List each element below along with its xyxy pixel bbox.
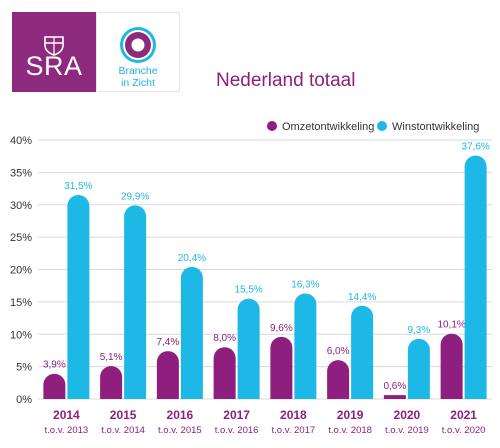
sra-logo: SRA — [12, 12, 96, 92]
omzet-data-label: 7,4% — [156, 337, 179, 348]
target-icon — [120, 27, 156, 63]
omzet-data-label: 5,1% — [100, 352, 123, 363]
winst-data-label: 37,6% — [461, 142, 489, 153]
omzet-bar — [213, 347, 236, 399]
omzet-bar — [43, 373, 66, 399]
y-tick-label: 40% — [10, 135, 32, 147]
x-tick-sublabel: t.o.v. 2015 — [158, 425, 202, 436]
omzet-data-label: 6,0% — [327, 346, 350, 357]
winst-bar — [237, 298, 260, 399]
winst-bar — [124, 205, 147, 399]
x-tick-sublabel: t.o.v. 2019 — [385, 425, 429, 436]
legend-winst-label: Winstontwikkeling — [392, 121, 479, 133]
x-tick-label: 2019 — [337, 408, 364, 422]
winst-data-label: 16,3% — [291, 279, 319, 290]
branche-text-line1: Branche — [118, 65, 158, 77]
y-tick-label: 25% — [10, 232, 32, 244]
x-tick-label: 2021 — [450, 408, 477, 422]
winst-bar — [351, 305, 374, 399]
x-tick-sublabel: t.o.v. 2018 — [328, 425, 372, 436]
winst-data-label: 9,3% — [407, 325, 430, 336]
x-tick-label: 2015 — [110, 408, 137, 422]
y-tick-label: 5% — [16, 362, 32, 374]
x-tick-sublabel: t.o.v. 2013 — [45, 425, 89, 436]
winst-bar — [67, 195, 90, 399]
y-tick-label: 20% — [10, 265, 32, 277]
winst-data-label: 14,4% — [348, 292, 376, 303]
omzet-bar — [440, 333, 463, 399]
omzet-bar — [156, 351, 179, 399]
legend-winst-marker — [377, 121, 387, 131]
winst-data-label: 15,5% — [234, 285, 262, 296]
omzet-data-label: 0,6% — [383, 381, 406, 392]
y-tick-label: 35% — [10, 167, 32, 179]
omzet-bar — [383, 395, 406, 399]
omzet-bar — [270, 336, 293, 399]
omzet-bar — [100, 365, 123, 399]
x-tick-label: 2016 — [167, 408, 194, 422]
sra-logo-text: SRA — [25, 51, 83, 81]
y-tick-label: 30% — [10, 200, 32, 212]
winst-bar — [180, 266, 203, 399]
y-tick-label: 15% — [10, 297, 32, 309]
x-tick-sublabel: t.o.v. 2017 — [272, 425, 316, 436]
branche-in-zicht-logo: Branche in Zicht — [96, 12, 180, 92]
winst-bar — [294, 293, 317, 399]
y-tick-label: 10% — [10, 329, 32, 341]
winst-bar — [407, 338, 430, 399]
legend-omzet-marker — [267, 121, 277, 131]
omzet-data-label: 8,0% — [213, 333, 236, 344]
x-tick-sublabel: t.o.v. 2020 — [442, 425, 486, 436]
branche-text-line2: in Zicht — [121, 77, 155, 89]
winst-bar — [464, 155, 487, 399]
omzet-data-label: 9,6% — [270, 323, 293, 334]
chart-title: Nederland totaal — [216, 70, 356, 91]
omzet-data-label: 3,9% — [43, 360, 66, 371]
winst-data-label: 29,9% — [121, 191, 149, 202]
shield-icon — [44, 36, 64, 56]
branche-in-zicht-text: Branche in Zicht — [97, 65, 179, 89]
x-tick-label: 2020 — [394, 408, 421, 422]
x-tick-label: 2018 — [280, 408, 307, 422]
y-tick-label: 0% — [16, 394, 32, 406]
winst-data-label: 31,5% — [64, 181, 92, 192]
x-tick-label: 2017 — [223, 408, 250, 422]
winst-data-label: 20,4% — [178, 253, 206, 264]
omzet-data-label: 10,1% — [437, 320, 465, 331]
legend-omzet-label: Omzetontwikkeling — [282, 121, 374, 133]
x-tick-label: 2014 — [53, 408, 80, 422]
x-tick-sublabel: t.o.v. 2014 — [101, 425, 145, 436]
omzet-bar — [327, 360, 350, 399]
x-tick-sublabel: t.o.v. 2016 — [215, 425, 259, 436]
